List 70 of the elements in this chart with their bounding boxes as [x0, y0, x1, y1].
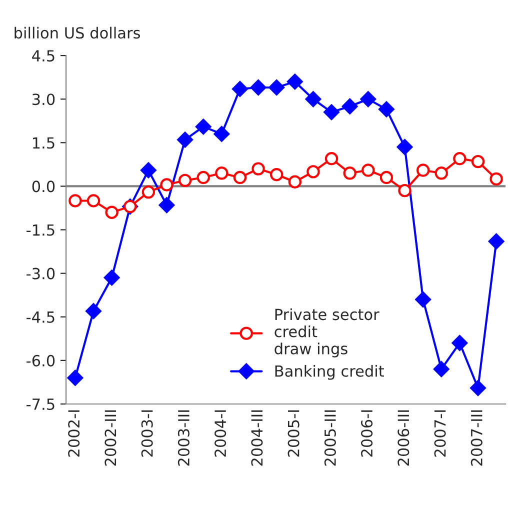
point: [305, 91, 322, 108]
point: [86, 303, 102, 319]
point: [434, 166, 448, 180]
point: [286, 74, 303, 90]
x-tick-label: 2005-I: [288, 410, 300, 457]
point: [490, 172, 503, 186]
point: [270, 168, 284, 182]
x-tick-label: 2006-I: [361, 410, 373, 457]
point: [177, 132, 193, 148]
point: [268, 80, 285, 96]
x-tick-label: 2002-I: [68, 410, 80, 457]
point: [306, 165, 320, 178]
point: [362, 164, 375, 177]
point: [104, 270, 120, 286]
x-tick-label: 2004-I: [214, 410, 226, 457]
point: [140, 162, 156, 178]
point: [342, 98, 358, 114]
point: [160, 178, 174, 192]
point: [288, 175, 302, 188]
point: [398, 184, 412, 198]
x-tick-label: 2007-I: [434, 410, 446, 457]
point: [68, 194, 82, 208]
legend-label: Private sector credit draw ings: [274, 308, 380, 358]
y-tick-label: -4.5: [26, 312, 54, 323]
point: [378, 101, 394, 118]
point: [324, 104, 340, 120]
x-tick-label: 2002-III: [104, 410, 116, 466]
point: [416, 164, 430, 177]
point: [415, 292, 431, 308]
point: [215, 166, 228, 180]
y-tick-label: -7.5: [26, 398, 54, 410]
point: [324, 152, 338, 166]
point: [453, 152, 466, 166]
point: [233, 170, 247, 184]
point: [86, 194, 100, 208]
point: [343, 166, 356, 180]
y-tick-label: -6.0: [26, 354, 55, 366]
point: [214, 126, 230, 142]
point: [250, 80, 266, 96]
point: [142, 185, 156, 199]
y-tick-label: -3.0: [26, 268, 55, 280]
point: [470, 380, 486, 396]
point: [252, 162, 265, 176]
point: [396, 139, 413, 155]
y-axis-title: billion US dollars: [14, 26, 140, 39]
point: [67, 370, 84, 386]
y-tick-label: 1.5: [33, 137, 54, 149]
point: [196, 170, 210, 184]
y-tick-label: 0.0: [32, 180, 55, 192]
point: [452, 335, 468, 351]
point: [232, 81, 248, 97]
x-tick-label: 2004-III: [251, 410, 263, 466]
x-tick-label: 2007-III: [470, 410, 482, 466]
y-tick-label: 4.5: [32, 50, 54, 62]
y-tick-label: -1.5: [26, 224, 54, 236]
y-tick-label: 3.0: [32, 94, 55, 106]
point: [471, 154, 485, 168]
point: [360, 91, 376, 108]
point: [433, 361, 450, 378]
point: [488, 233, 504, 250]
x-tick-label: 2003-I: [141, 410, 153, 457]
point: [195, 118, 212, 135]
x-tick-label: 2006-III: [398, 410, 410, 466]
point: [105, 206, 118, 219]
x-tick-label: 2003-III: [178, 410, 190, 466]
point: [178, 174, 192, 188]
x-tick-label: 2005-III: [324, 410, 336, 466]
point: [380, 170, 394, 184]
legend-label: Banking credit: [275, 365, 384, 380]
point: [158, 197, 175, 214]
